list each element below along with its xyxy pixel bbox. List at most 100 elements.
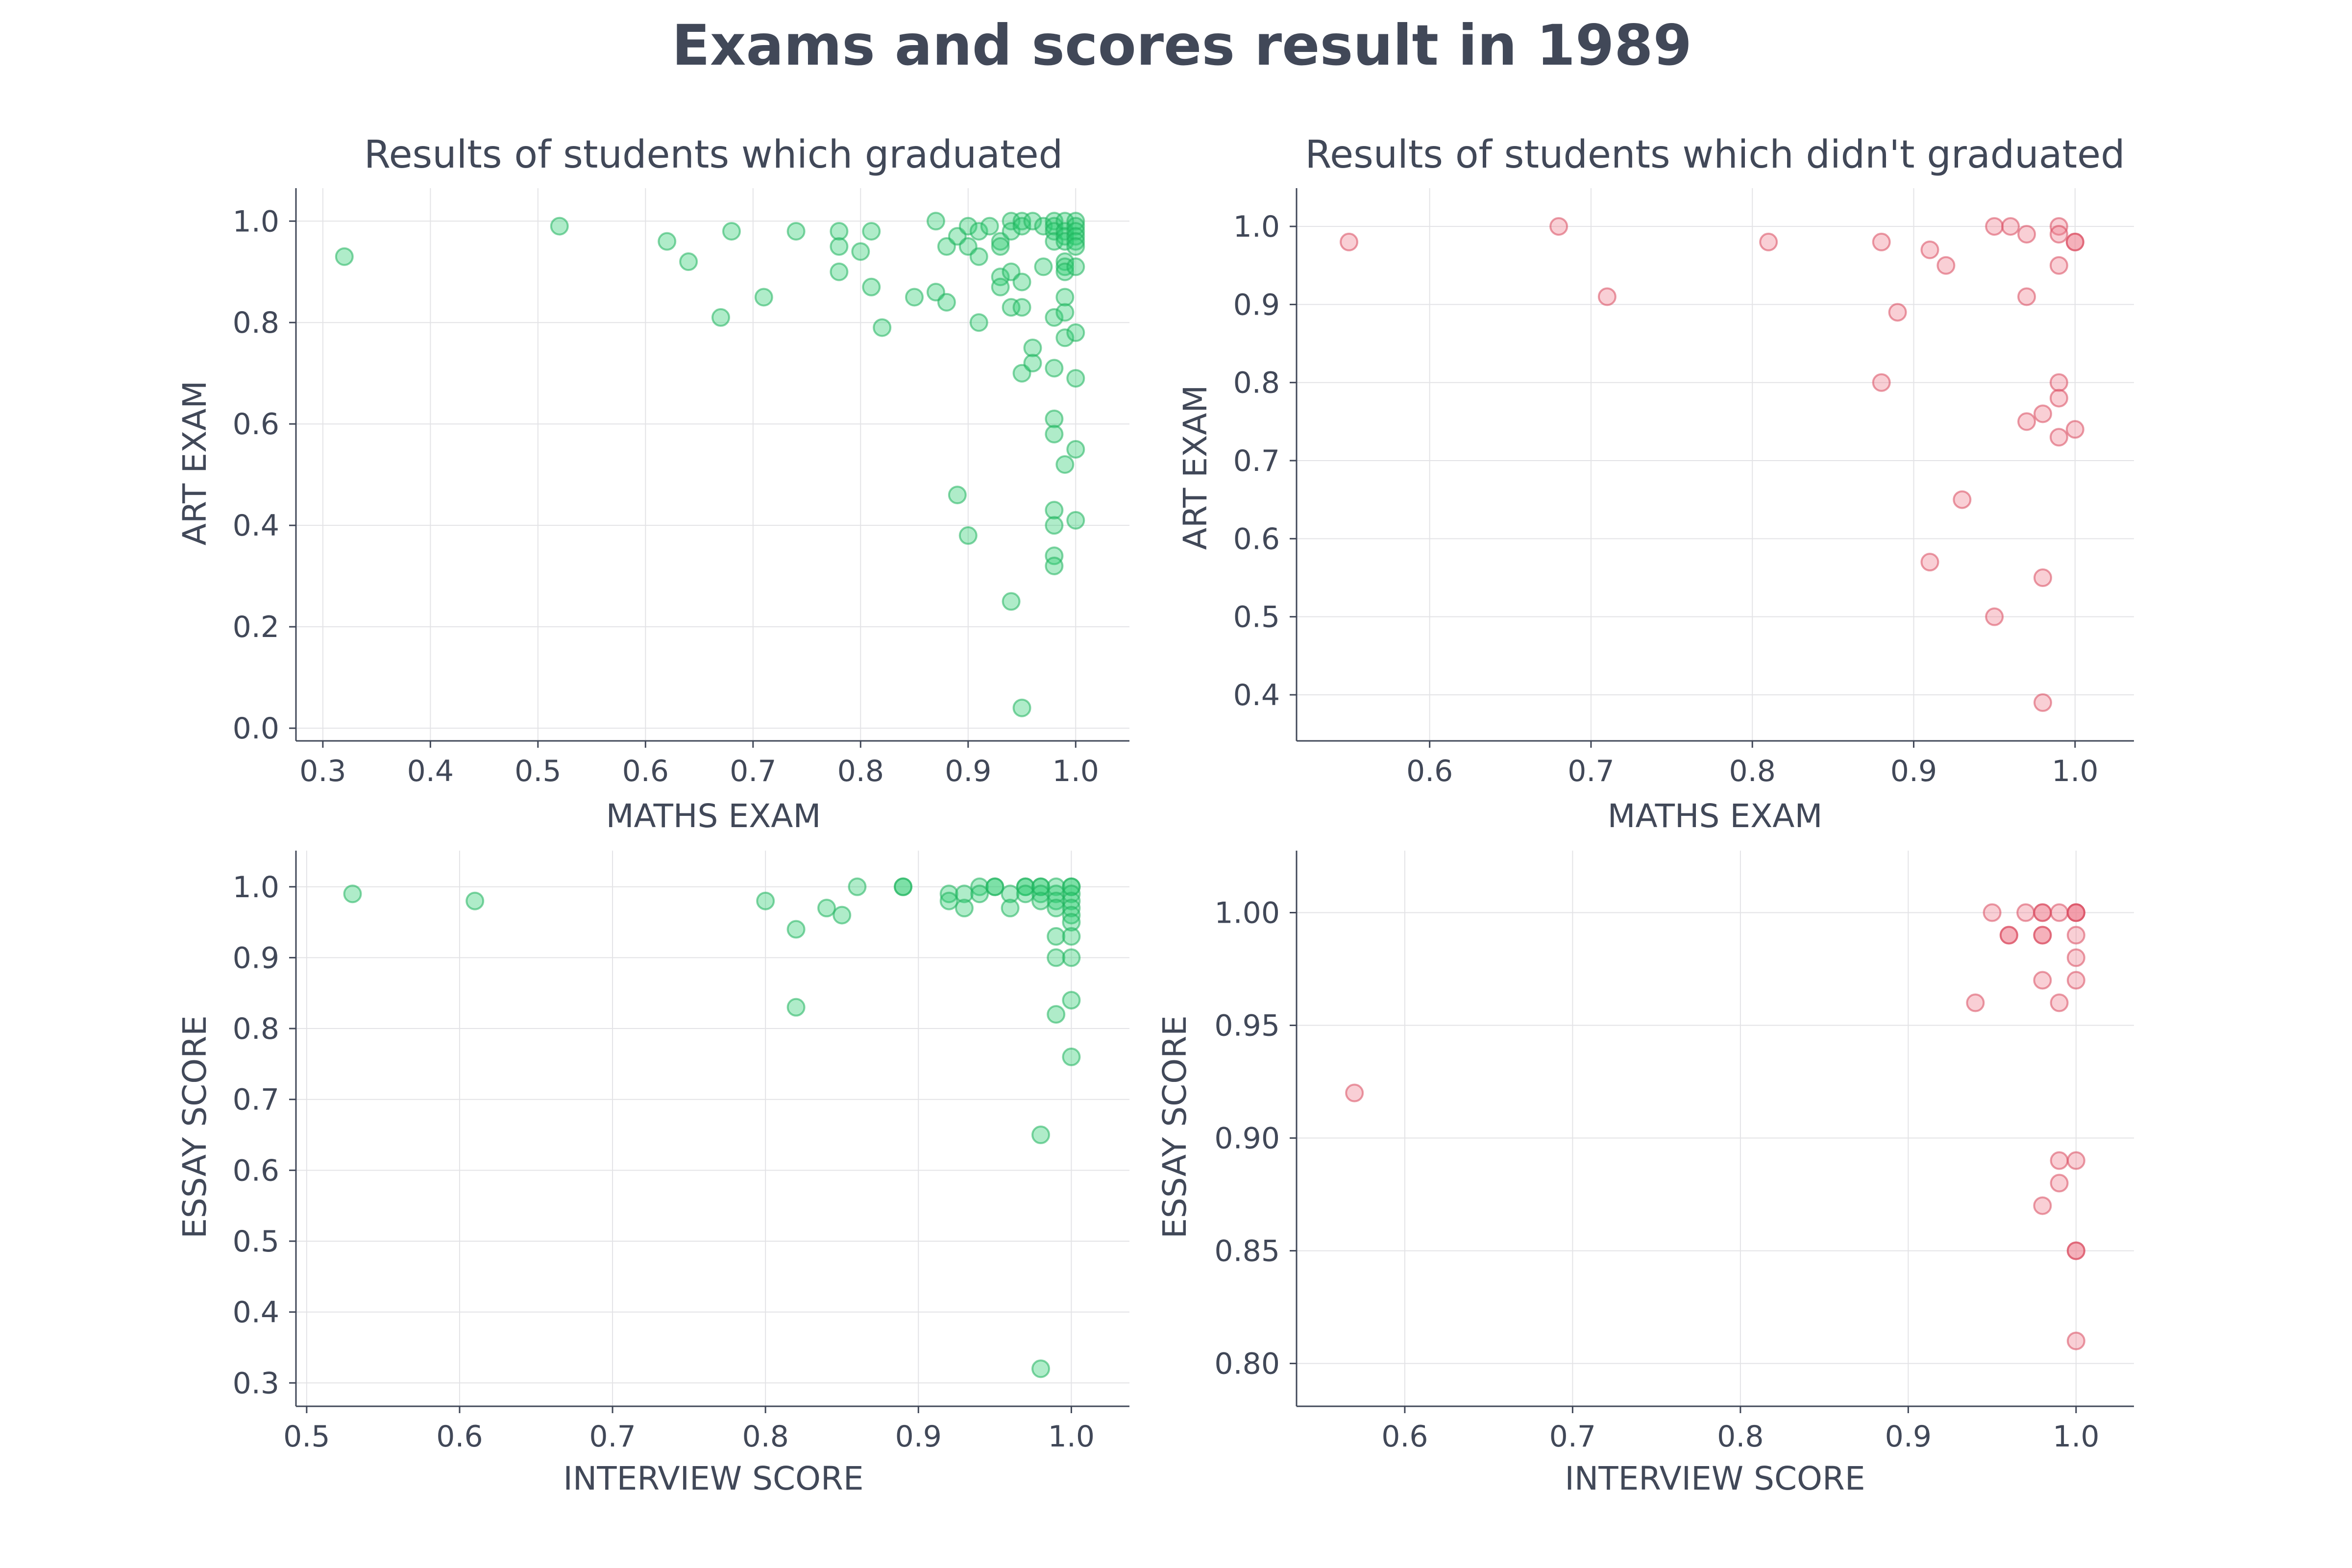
- scatter-point: [958, 526, 978, 545]
- scatter-point: [2017, 287, 2036, 306]
- scatter-point: [1066, 440, 1085, 459]
- figure-title: Exams and scores result in 1989: [672, 13, 1692, 78]
- scatter-point: [2050, 1174, 2069, 1193]
- scatter-point: [2066, 971, 2085, 990]
- y-tick-label: 0.9: [233, 941, 279, 975]
- scatter-point: [1047, 884, 1066, 904]
- scatter-point: [1016, 884, 1035, 904]
- y-tick-label: 0.8: [233, 1012, 279, 1046]
- scatter-point: [970, 884, 989, 904]
- scatter-point: [1066, 237, 1085, 256]
- scatter-point: [1055, 328, 1075, 347]
- scatter-point: [1062, 948, 1081, 967]
- scatter-point: [679, 252, 698, 271]
- subplot-graduated-maths-vs-art: Results of students which graduated MATH…: [176, 133, 1129, 835]
- scatter-point: [1062, 927, 1081, 946]
- scatter-point: [1345, 1083, 1364, 1102]
- scatter-point: [894, 877, 913, 896]
- scatter-point: [1016, 877, 1035, 896]
- y-tick-label: 0.5: [1233, 600, 1280, 635]
- scatter-point: [939, 884, 958, 904]
- scatter-point: [722, 221, 741, 241]
- x-tick-label: 0.6: [1406, 754, 1453, 788]
- scatter-point: [1936, 256, 1956, 275]
- scatter-point: [991, 277, 1010, 296]
- x-tick-label: 1.0: [2052, 754, 2098, 788]
- y-tick-label: 0.4: [1233, 678, 1280, 712]
- scatter-point: [711, 308, 730, 327]
- scatter-point: [1985, 217, 2004, 236]
- y-tick-label: 1.0: [1233, 210, 1280, 244]
- scatter-point: [1055, 455, 1075, 474]
- scatter-point: [1066, 217, 1085, 236]
- y-tick-label: 0.2: [233, 610, 279, 644]
- scatter-point: [1066, 212, 1085, 231]
- scatter-point: [1045, 409, 1064, 428]
- scatter-point: [830, 262, 849, 281]
- scatter-point: [1759, 232, 1778, 251]
- scatter-point: [830, 237, 849, 256]
- scatter-point: [1034, 257, 1053, 276]
- scatter-point: [754, 288, 773, 307]
- x-tick-label: 0.9: [945, 754, 991, 788]
- y-tick-label: 0.5: [233, 1225, 279, 1259]
- y-axis-label: ART EXAM: [1176, 385, 1214, 550]
- scatter-point: [1055, 288, 1075, 307]
- scatter-point: [1999, 926, 2018, 945]
- subplot-title: Results of students which graduated: [364, 133, 1063, 177]
- scatter-point: [1047, 891, 1066, 910]
- scatter-point: [980, 217, 999, 236]
- scatter-point: [1055, 303, 1075, 322]
- scatter-point: [873, 318, 892, 337]
- scatter-point: [926, 212, 945, 231]
- scatter-point: [1045, 359, 1064, 378]
- scatter-point: [1597, 287, 1617, 306]
- scatter-point: [1055, 262, 1075, 281]
- scatter-point: [2033, 971, 2052, 990]
- scatter-point: [2049, 389, 2068, 408]
- y-tick-label: 0.9: [1233, 288, 1280, 322]
- scatter-point: [1012, 272, 1031, 292]
- x-tick-label: 1.0: [2053, 1420, 2099, 1454]
- scatter-point: [1047, 1005, 1066, 1024]
- x-tick-label: 0.8: [837, 754, 884, 788]
- scatter-point: [905, 288, 924, 307]
- subplot-not-graduated-maths-vs-art: Results of students which didn't graduat…: [1176, 133, 2134, 835]
- scatter-point: [2049, 428, 2068, 447]
- scatter-point: [1066, 232, 1085, 251]
- scatter-point: [2066, 1241, 2085, 1260]
- x-tick-label: 0.5: [514, 754, 561, 788]
- scatter-point: [969, 221, 988, 241]
- y-tick-label: 0.8: [233, 306, 279, 340]
- scatter-point: [1340, 232, 1359, 251]
- y-tick-label: 1.0: [233, 204, 279, 239]
- scatter-point: [1031, 891, 1050, 910]
- x-tick-label: 0.9: [1885, 1420, 1932, 1454]
- subplot-graduated-interview-vs-essay: INTERVIEW SCORE ESSAY SCORE 0.5 0.6 0.7 0.8…: [176, 851, 1129, 1497]
- x-tick-label: 0.7: [589, 1420, 636, 1454]
- scatter-point: [1012, 298, 1031, 317]
- scatter-point: [1066, 257, 1085, 276]
- x-tick-label: 0.6: [436, 1420, 483, 1454]
- x-axis-label: MATHS EXAM: [1608, 797, 1823, 835]
- scatter-point: [2033, 903, 2052, 922]
- scatter-point: [1047, 948, 1066, 967]
- scatter-point: [1872, 373, 1891, 392]
- scatter-point: [991, 268, 1010, 287]
- scatter-point: [2066, 1151, 2085, 1170]
- y-axis-label: ESSAY SCORE: [1156, 1015, 1194, 1239]
- scatter-point: [2016, 903, 2035, 922]
- x-tick-label: 0.8: [1729, 754, 1776, 788]
- scatter-point: [1047, 877, 1066, 896]
- scatter-point: [1012, 217, 1031, 236]
- scatter-point: [955, 899, 974, 918]
- x-tick-label: 0.9: [895, 1420, 942, 1454]
- scatter-point: [2050, 1151, 2069, 1170]
- y-tick-label: 0.6: [1233, 522, 1280, 556]
- scatter-point: [756, 891, 775, 910]
- x-tick-label: 0.9: [1890, 754, 1937, 788]
- scatter-point: [862, 277, 881, 296]
- scatter-point: [786, 221, 806, 241]
- scatter-point: [1066, 227, 1085, 246]
- scatter-point: [2017, 412, 2036, 431]
